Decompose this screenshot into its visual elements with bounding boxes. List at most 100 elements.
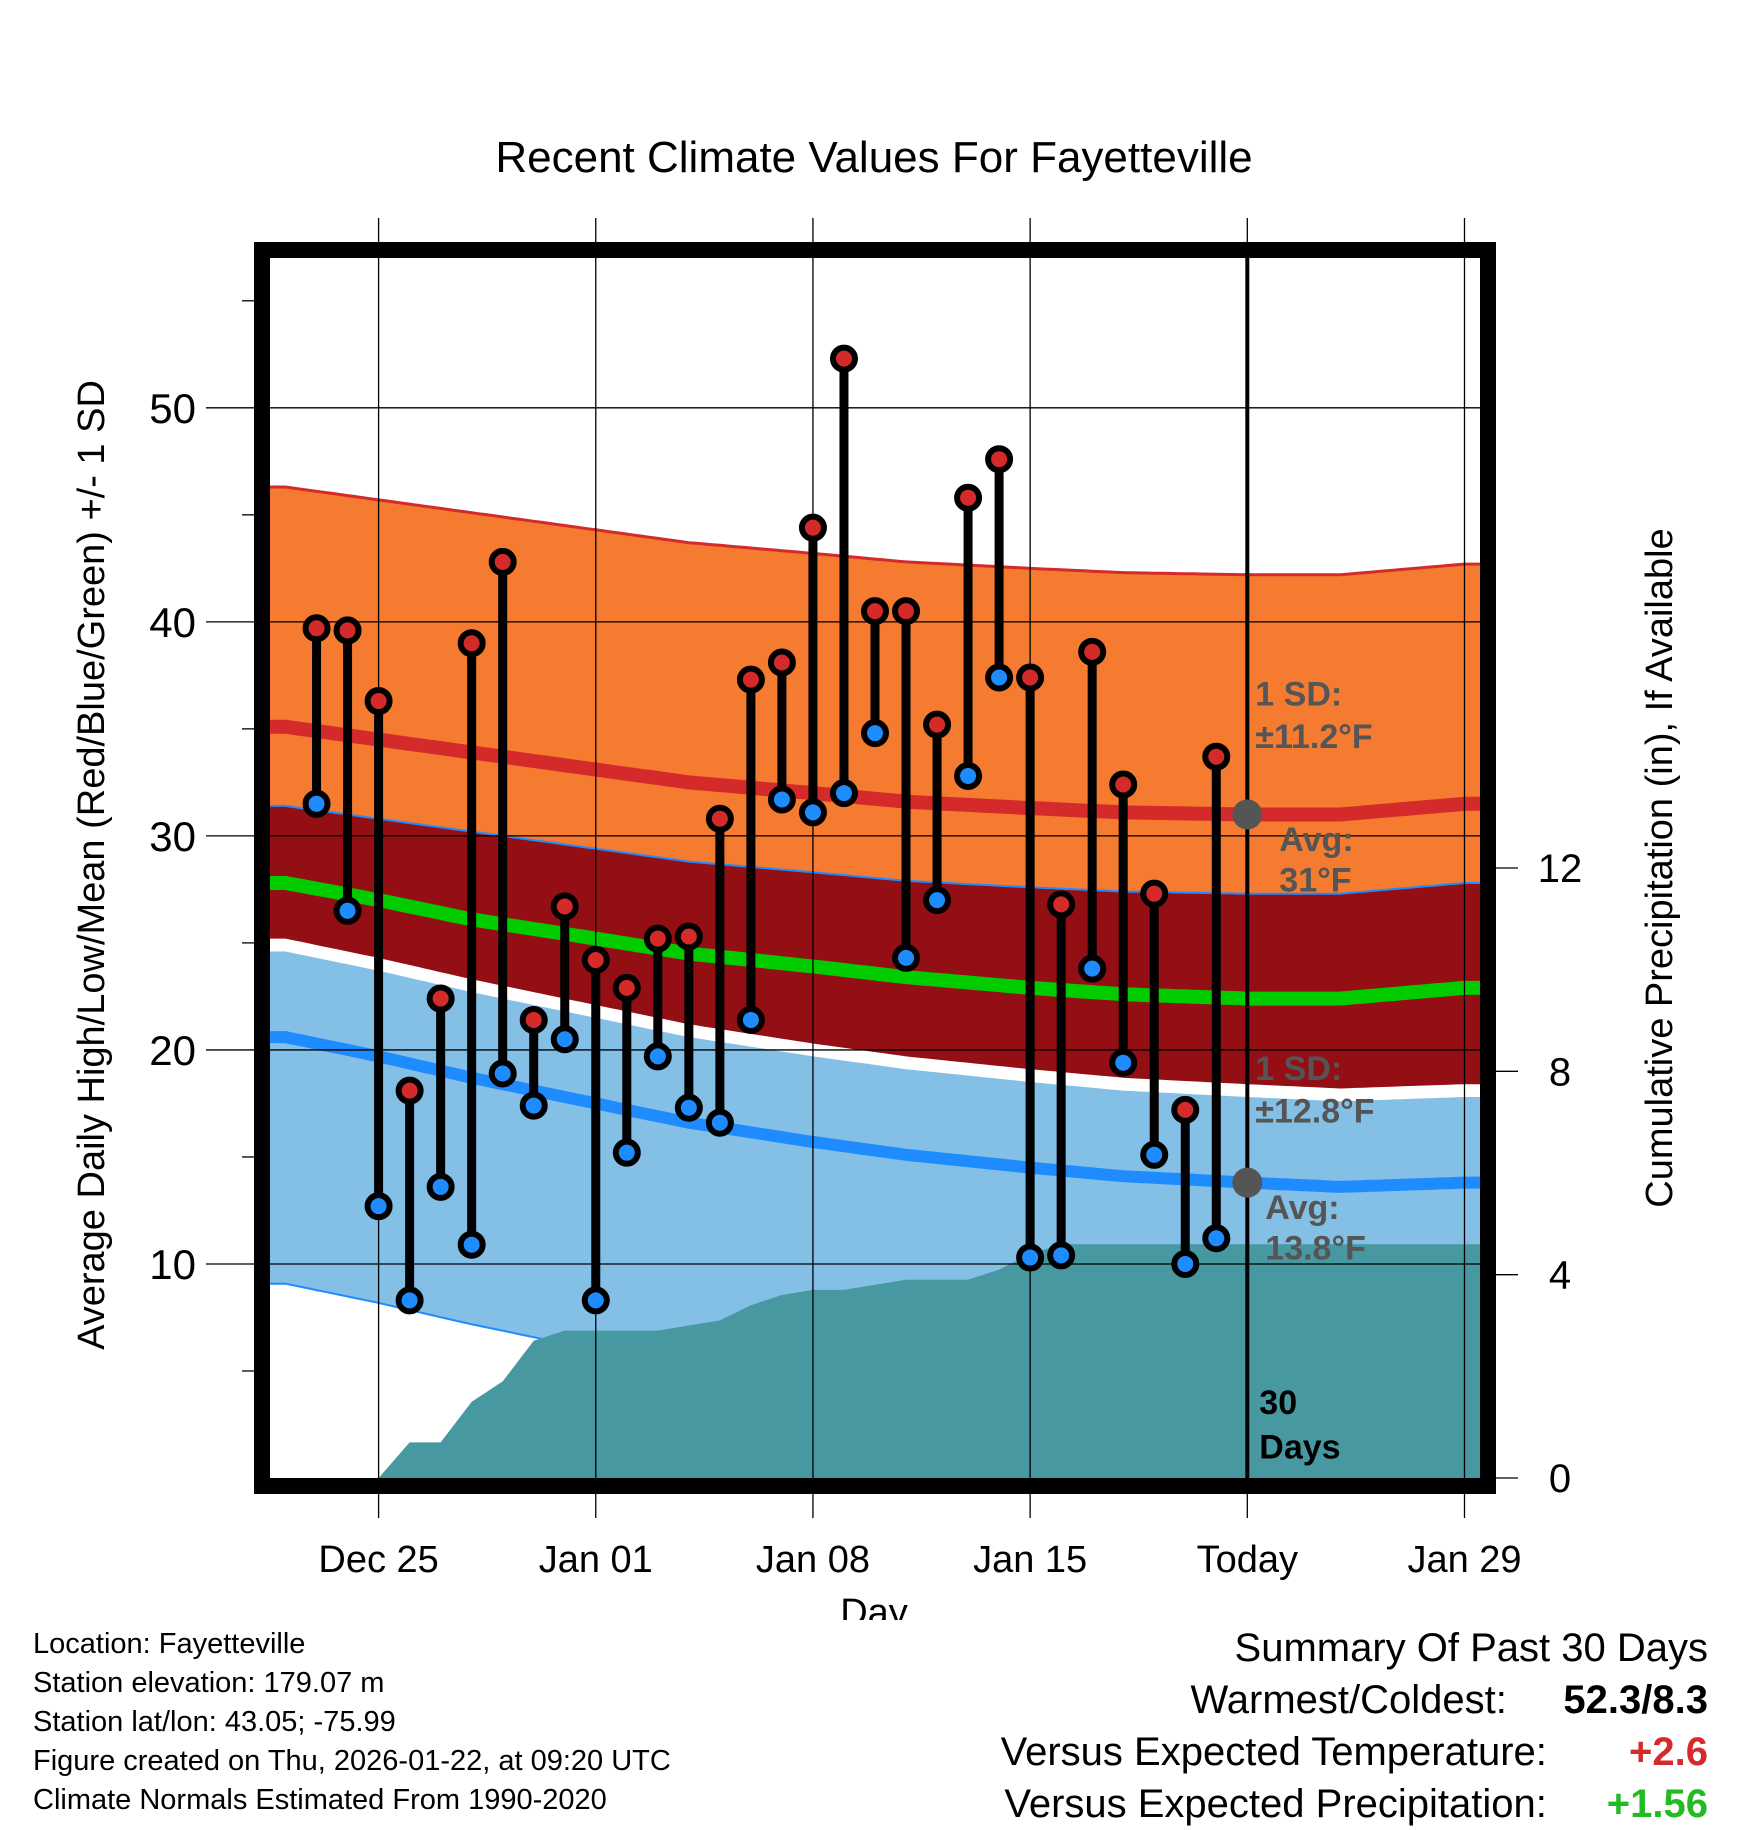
high-avg-value: 31°F	[1279, 862, 1351, 900]
warmest-label: Warmest/Coldest:	[1190, 1678, 1507, 1722]
summary-precip-row: Versus Expected Precipitation: +1.56	[1001, 1778, 1708, 1830]
precip-label: Versus Expected Precipitation:	[1004, 1782, 1547, 1826]
daily-low-point	[736, 1005, 765, 1034]
daily-low-point	[674, 1093, 703, 1122]
daily-low-point	[519, 1091, 548, 1120]
daily-low-point	[333, 896, 362, 925]
summary-temp-row: Versus Expected Temperature: +2.6	[1001, 1726, 1708, 1778]
daily-high-point	[1078, 637, 1107, 666]
daily-low-point	[457, 1230, 486, 1259]
daily-high-point	[767, 648, 796, 677]
daily-low-point	[829, 779, 858, 808]
daily-high-point	[550, 892, 579, 921]
right-y-tick-label: 0	[1549, 1457, 1571, 1501]
x-tick-label: Today	[1197, 1539, 1298, 1581]
daily-high-point	[302, 614, 331, 643]
daily-low-point	[550, 1025, 579, 1054]
normals-text: Climate Normals Estimated From 1990-2020	[33, 1784, 607, 1816]
daily-high-point	[892, 597, 921, 626]
low-sd-label: 1 SD:	[1255, 1050, 1342, 1088]
daily-high-point	[829, 344, 858, 373]
chart-title: Recent Climate Values For Fayetteville	[495, 133, 1252, 182]
x-tick-label: Jan 01	[539, 1539, 653, 1581]
y-tick-label: 50	[149, 385, 196, 432]
daily-high-point	[954, 483, 983, 512]
precip-value: +1.56	[1606, 1782, 1708, 1826]
daily-low-point	[985, 663, 1014, 692]
temp-label: Versus Expected Temperature:	[1000, 1730, 1547, 1774]
daily-low-point	[612, 1138, 641, 1167]
daily-low-point	[426, 1172, 455, 1201]
x-tick-label: Jan 08	[756, 1539, 870, 1581]
location-text: Location: Fayetteville	[33, 1628, 306, 1660]
daily-low-point	[581, 1286, 610, 1315]
summary-title: Summary Of Past 30 Days	[1234, 1626, 1708, 1670]
daily-low-point	[1109, 1048, 1138, 1077]
high-sd-upper-line	[270, 485, 1480, 577]
y-tick-label: 40	[149, 599, 196, 646]
summary-warmest-row: Warmest/Coldest: 52.3/8.3	[1001, 1674, 1709, 1726]
right-y-tick-label: 12	[1538, 847, 1583, 891]
plot-area	[270, 258, 1480, 1478]
daily-low-point	[643, 1042, 672, 1071]
daily-high-point	[798, 513, 827, 542]
x-axis-label: Day	[840, 1592, 908, 1620]
daily-high-point	[643, 924, 672, 953]
today-days-number: 30	[1259, 1384, 1297, 1422]
daily-high-point	[923, 710, 952, 739]
right-y-axis-label: Cumulative Precipitation (in), If Availa…	[1639, 528, 1681, 1207]
summary-panel: Summary Of Past 30 Days Warmest/Coldest:…	[1001, 1622, 1708, 1830]
daily-low-point	[767, 785, 796, 814]
daily-high-point	[612, 973, 641, 1002]
daily-high-point	[1047, 890, 1076, 919]
daily-low-point	[1202, 1224, 1231, 1253]
daily-low-point	[1140, 1140, 1169, 1169]
x-tick-label: Jan 29	[1407, 1539, 1521, 1581]
right-y-tick-label: 4	[1549, 1254, 1571, 1298]
daily-low-point	[861, 719, 889, 748]
daily-low-point	[488, 1059, 517, 1088]
y-axis-label: Average Daily High/Low/Mean (Red/Blue/Gr…	[71, 380, 113, 1350]
axes: Dec 25 Jan 01 Jan 08 Jan 15 Today Jan 29 10 20 3…	[149, 218, 1582, 1581]
mean-band	[270, 805, 1480, 1089]
daily-high-point	[736, 665, 765, 694]
climate-chart: Recent Climate Values For Fayetteville 1…	[71, 133, 1681, 1620]
created-text: Figure created on Thu, 2026-01-22, at 09…	[33, 1745, 671, 1777]
daily-low-point	[1171, 1249, 1200, 1278]
daily-high-point	[488, 547, 517, 576]
daily-low-point	[1016, 1243, 1045, 1272]
right-y-tick-label: 8	[1549, 1050, 1571, 1094]
temp-value: +2.6	[1629, 1730, 1708, 1774]
station-info: Location: Fayetteville Station elevation…	[33, 1625, 933, 1820]
daily-high-point	[1140, 879, 1169, 908]
high-avg-label: Avg:	[1279, 821, 1353, 859]
daily-high-point	[395, 1076, 424, 1105]
daily-low-point	[705, 1108, 734, 1137]
y-tick-label: 10	[149, 1241, 196, 1288]
daily-high-point	[861, 597, 889, 626]
daily-high-point	[333, 616, 362, 645]
daily-low-point	[302, 789, 331, 818]
low-avg-value: 13.8°F	[1265, 1230, 1366, 1268]
daily-low-point	[1078, 954, 1107, 983]
warmest-value: 52.3/8.3	[1563, 1678, 1708, 1722]
daily-high-point	[1202, 742, 1231, 771]
daily-low-point	[364, 1192, 393, 1221]
daily-high-point	[1016, 663, 1045, 692]
y-tick-label: 30	[149, 813, 196, 860]
daily-low-point	[1047, 1241, 1076, 1270]
daily-high-point	[985, 445, 1014, 474]
daily-high-point	[426, 984, 455, 1013]
high-sd-value: ±11.2°F	[1255, 718, 1372, 756]
elevation-text: Station elevation: 179.07 m	[33, 1667, 385, 1699]
plot-frame	[254, 242, 1496, 1494]
daily-high-point	[705, 804, 734, 833]
daily-high-point	[1109, 770, 1138, 799]
low-sd-value: ±12.8°F	[1255, 1093, 1374, 1131]
low-avg-label: Avg:	[1265, 1189, 1339, 1227]
daily-high-point	[457, 629, 486, 658]
today-low-normal-marker	[1232, 1167, 1263, 1198]
daily-low-point	[954, 761, 983, 790]
today-days-text: Days	[1259, 1429, 1340, 1467]
